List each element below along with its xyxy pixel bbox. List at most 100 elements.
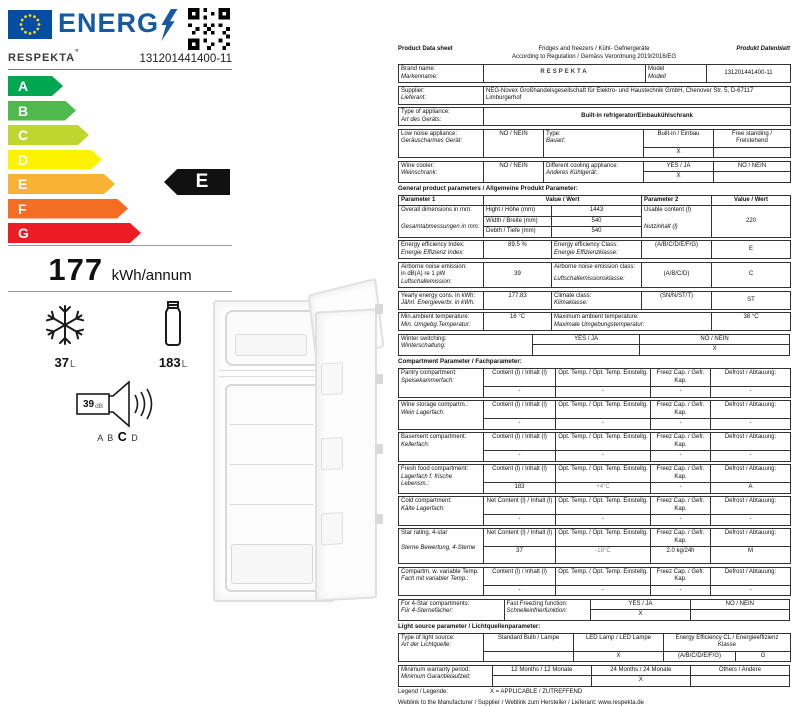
efficiency-scale: (A/B/C/D/E/F/G) (641, 240, 712, 260)
compartment-row-cold: Cold compartment: Kälte Lagerfach: Net Co… (398, 496, 791, 526)
noise-value: 39 (82, 399, 95, 410)
freez-head: Freez Cap. / Gefr. Kap. (650, 566, 711, 586)
brand-value: respekta (483, 64, 646, 83)
class-letter: F (18, 200, 27, 217)
noise-value-box: 39 dB (77, 395, 109, 414)
defrost-value: A (710, 482, 791, 494)
defrost-value: - (710, 584, 791, 596)
divider (8, 291, 232, 292)
sheet-regulation: According to Regulation / Gemäss Verordn… (511, 53, 677, 60)
compartment-row-pantry: Pantry compartment: Speisekammerfach: Con… (398, 368, 791, 398)
freez-head: Freez Cap. / Gefr. Kap. (650, 496, 711, 515)
class-arrow-c: C (8, 125, 89, 145)
defrost-value: - (710, 418, 791, 430)
light-source-label: Type of light source: Art der Lichtquelle… (398, 632, 484, 663)
freezer-volume-unit: L (69, 359, 76, 370)
temp-value: - (555, 386, 651, 398)
freez-value: - (650, 386, 711, 398)
content-head: Content (l) / Inhalt (l) (483, 432, 556, 451)
free-standing-mark (713, 146, 791, 158)
compartment-row-wine: Wine storage compartm.: Wein Lagerfach: C… (398, 400, 791, 430)
warranty-other-mark (689, 675, 791, 687)
compartment-name: Star rating, 4-star Sterne Bewertung, 4-S… (398, 528, 484, 564)
yearly-energy-label: Yearly energy cons. in kWh: Jährl. Energi… (398, 290, 484, 310)
energ-logo: ENERG (58, 8, 178, 41)
low-noise-value: NO / NEIN (483, 128, 544, 158)
temp-head: Opt. Temp. / Opt. Temp. Einstellg. (555, 400, 651, 419)
noise-emission-value: 39 (483, 261, 552, 289)
noise-emission-label: Airborne noise emission: in dB(A) re 1 pW… (398, 261, 484, 289)
airborne-noise-table: Airborne noise emission: in dB(A) re 1 pW… (398, 261, 791, 289)
shelf (229, 464, 313, 465)
height-value: 1443 (551, 205, 642, 217)
defrost-value: M (710, 546, 791, 564)
content-value: - (483, 514, 556, 526)
width-label: Width / Breite (mm) (483, 215, 552, 228)
sheet-title-en: Product Data sheet (398, 46, 453, 52)
defrost-head: Defrost / Abtauung: (710, 496, 791, 515)
temp-head: Opt. Temp. / Opt. Temp. Einstellg. (555, 368, 651, 387)
fridge-door-open (315, 308, 377, 602)
diff-cooling-label: Different cooling appliance: Anderes Kühl… (543, 160, 644, 183)
compartment-name: Cold compartment: Kälte Lagerfach: (398, 496, 484, 526)
class-arrow-d: D (8, 150, 102, 170)
snowflake-icon (45, 305, 85, 345)
freez-head: Freez Cap. / Gefr. Kap. (650, 400, 711, 419)
min-ambient-value: 16 °C (483, 312, 552, 332)
freez-value: - (650, 450, 711, 462)
yes-mark: X (643, 171, 714, 183)
brand-table: Brand name: Markenname: respekta Model Mod… (398, 64, 791, 83)
defrost-head: Defrost / Abtauung: (710, 566, 791, 586)
sheet-title-center: Fridges and freezers / Kühl- Gefriergerä… (490, 46, 698, 61)
noise-class-value: C (711, 261, 791, 289)
climate-class-value: ST (711, 290, 791, 310)
eu-flag-icon (8, 10, 52, 39)
no-option: NO / NEIN (713, 160, 791, 172)
freez-head: Freez Cap. / Gefr. Kap. (650, 368, 711, 387)
class-letter: B (18, 102, 29, 119)
type-table: Type of appliance: Art des Geräts: Built-… (398, 107, 791, 126)
efficiency-class-value: E (711, 240, 791, 260)
fridge-volume-unit: L (181, 359, 188, 370)
compartment-name: Pantry compartment: Speisekammerfach: (398, 368, 484, 398)
class-letter: D (18, 151, 29, 168)
width-value: 540 (551, 215, 642, 228)
content-value: - (483, 584, 556, 596)
fast-freeze-yes-mark: X (590, 609, 691, 621)
noise-scale-a: A (97, 433, 104, 443)
temp-head: Opt. Temp. / Opt. Temp. Einstellg. (555, 566, 651, 586)
class-arrow-b: B (8, 101, 76, 121)
energy-class-scale: A B C D E F G (8, 76, 232, 248)
compartment-divider (219, 370, 325, 377)
freez-value: - (650, 584, 711, 596)
four-star-table: For 4-Star compartments: Für 4-Sternefäch… (398, 598, 791, 621)
class-arrow-g: G (8, 223, 141, 243)
model-value: 131201441400-11 (706, 64, 791, 83)
light-efficiency-option: Energy Efficiency CL / Energieeffizienz … (663, 632, 791, 652)
supplier-value: NEG-Novex Großhandelsgesellschaft für El… (483, 85, 791, 105)
content-value: - (483, 418, 556, 430)
fast-freeze-no: NO / NEIN (689, 598, 791, 610)
noise-class-scale: A B C D (63, 430, 173, 444)
class-letter: C (18, 127, 29, 143)
efficiency-class-label: Energy efficiency Class: Energie Effizien… (551, 240, 642, 260)
warranty-label: Minimum warranty period: Minimum Garantie… (398, 664, 493, 687)
class-letter: E (18, 176, 28, 192)
noise-scale-c-current: C (117, 430, 128, 444)
hinge-strip (375, 304, 383, 590)
height-label: Hight / Höhe (mm) (483, 205, 552, 217)
brand-model-row: respekta° 131201441400-11 (8, 48, 232, 70)
compartment-row-basement: Basement compartment: Kellerfach: Content… (398, 432, 791, 462)
eei-table: Energy efficiency Index: Energie Effizien… (398, 240, 791, 260)
depth-label: Debth / Tiefe (mm) (483, 226, 552, 238)
warranty-other-option: Others / Andere (689, 664, 791, 677)
fridge-volume-block: 183L (138, 300, 208, 370)
built-in-option: Built-in / Einbau (643, 128, 714, 148)
compartment-row-variable-temp: Compartm. w. variable Temp. Fach mit vari… (398, 566, 791, 597)
freez-head: Freez Cap. / Gefr. Kap. (650, 432, 711, 451)
defrost-head: Defrost / Abtauung: (710, 464, 791, 483)
low-noise-table: Low noise appliance: Geräuscharmes Gerät:… (398, 128, 791, 159)
energy-value: 177 (48, 252, 104, 287)
defrost-head: Defrost / Abtauung: (710, 432, 791, 451)
class-letter: A (18, 78, 29, 94)
